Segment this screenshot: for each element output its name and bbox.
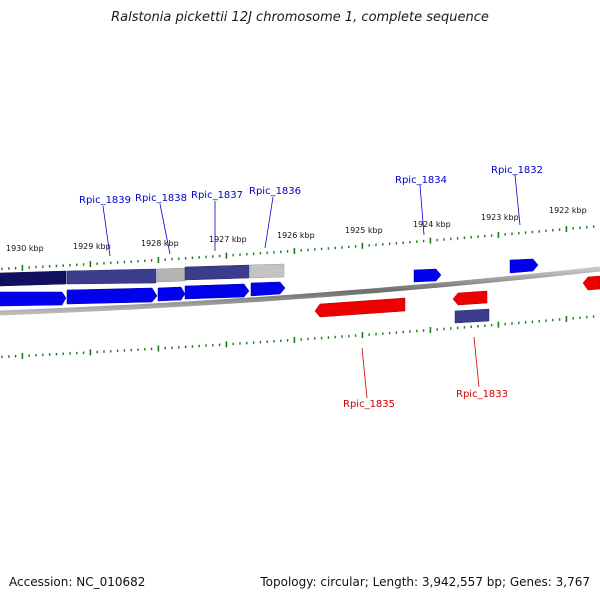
- kbp-label-1922: 1922 kbp: [549, 206, 587, 215]
- leader-rpic-1834: [419, 184, 425, 236]
- kbp-label-1924: 1924 kbp: [413, 220, 451, 229]
- gene-arrow-rpic-1833-band[interactable]: [454, 308, 490, 324]
- gene-label-rpic-1834[interactable]: Rpic_1834: [395, 175, 447, 186]
- upper-scale-ticks: [1, 225, 595, 271]
- gene-label-rpic-1832[interactable]: Rpic_1832: [491, 165, 543, 176]
- kbp-label-1925: 1925 kbp: [345, 226, 383, 235]
- gene-arrow-grey-2[interactable]: [249, 263, 285, 279]
- gene-arrow-rpic-1834[interactable]: [413, 268, 442, 283]
- kbp-scale-labels: 1930 kbp 1929 kbp 1928 kbp 1927 kbp 1926…: [6, 206, 587, 253]
- kbp-label-1930: 1930 kbp: [6, 244, 44, 253]
- gene-arrow-grey[interactable]: [156, 267, 186, 283]
- gene-arrow-front-1[interactable]: [0, 291, 67, 307]
- reverse-genes: [314, 275, 600, 324]
- gene-arrow-rpic-1838[interactable]: [184, 264, 250, 281]
- gene-labels: Rpic_1839 Rpic_1838 Rpic_1837 Rpic_1836 …: [79, 165, 543, 410]
- gene-arrow-front-3[interactable]: [157, 286, 186, 302]
- leader-rpic-1836: [264, 196, 274, 249]
- leader-rpic-1838: [159, 203, 171, 255]
- gene-arrow-rpic-1833[interactable]: [452, 290, 488, 306]
- gene-label-rpic-1833[interactable]: Rpic_1833: [456, 389, 508, 400]
- chromosome-backbone: [0, 266, 600, 316]
- forward-genes-upper-row: [0, 263, 285, 287]
- gene-arrow-front-2[interactable]: [66, 287, 158, 305]
- kbp-label-1927: 1927 kbp: [209, 235, 247, 244]
- kbp-label-1926: 1926 kbp: [277, 231, 315, 240]
- gene-label-rpic-1838[interactable]: Rpic_1838: [135, 193, 187, 204]
- kbp-label-1929: 1929 kbp: [73, 242, 111, 251]
- gene-arrow-dark[interactable]: [0, 270, 67, 287]
- map-title: Ralstonia pickettii 12J chromosome 1, co…: [111, 10, 489, 25]
- gene-arrow-rpic-1835[interactable]: [314, 297, 406, 318]
- topology-summary: Topology: circular; Length: 3,942,557 bp…: [260, 575, 590, 589]
- gene-arrow-front-4[interactable]: [184, 283, 250, 300]
- label-leader-lines: [102, 174, 521, 399]
- kbp-label-1923: 1923 kbp: [481, 213, 519, 222]
- gene-arrow-front-5[interactable]: [250, 281, 286, 297]
- accession-label: Accession: NC_010682: [9, 575, 146, 589]
- gene-arrow-edge-red[interactable]: [582, 275, 600, 291]
- lower-scale-ticks: [1, 315, 595, 359]
- gene-label-rpic-1837[interactable]: Rpic_1837: [191, 190, 243, 201]
- gene-label-rpic-1836[interactable]: Rpic_1836: [249, 186, 301, 197]
- leader-rpic-1835: [361, 347, 368, 399]
- gene-arrow-rpic-1832[interactable]: [509, 258, 539, 274]
- gene-label-rpic-1839[interactable]: Rpic_1839: [79, 195, 131, 206]
- leader-rpic-1832: [514, 174, 521, 226]
- gene-arrow-rpic-1839[interactable]: [66, 268, 157, 285]
- gene-label-rpic-1835[interactable]: Rpic_1835: [343, 399, 395, 410]
- leader-rpic-1833: [473, 336, 480, 388]
- forward-genes-front-row: [0, 258, 539, 307]
- kbp-label-1928: 1928 kbp: [141, 239, 179, 248]
- leader-rpic-1839: [102, 205, 111, 257]
